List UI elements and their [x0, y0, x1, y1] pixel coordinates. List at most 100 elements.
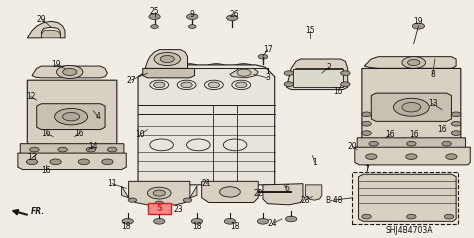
- Text: 13: 13: [428, 99, 438, 108]
- Text: 11: 11: [108, 179, 117, 188]
- Circle shape: [408, 60, 420, 66]
- Polygon shape: [190, 186, 197, 198]
- Circle shape: [154, 52, 181, 66]
- Polygon shape: [362, 69, 461, 140]
- Circle shape: [160, 55, 174, 63]
- Text: 16: 16: [41, 166, 51, 175]
- Text: 26: 26: [230, 10, 239, 19]
- Circle shape: [78, 159, 90, 165]
- Text: 5: 5: [156, 204, 162, 213]
- Text: 1: 1: [312, 158, 317, 167]
- Circle shape: [407, 214, 416, 219]
- Circle shape: [412, 23, 425, 29]
- Circle shape: [402, 57, 426, 69]
- Text: 15: 15: [305, 26, 315, 35]
- Text: SHJ4B4703A: SHJ4B4703A: [385, 226, 433, 235]
- Circle shape: [341, 82, 350, 87]
- Circle shape: [183, 198, 192, 202]
- Polygon shape: [371, 93, 451, 121]
- Circle shape: [258, 54, 268, 59]
- Circle shape: [444, 214, 454, 219]
- Circle shape: [402, 103, 421, 112]
- Text: 9: 9: [190, 10, 195, 19]
- Circle shape: [86, 147, 96, 152]
- Circle shape: [181, 82, 192, 88]
- Polygon shape: [138, 65, 275, 185]
- Polygon shape: [20, 144, 124, 155]
- Circle shape: [55, 109, 88, 125]
- Circle shape: [442, 141, 451, 146]
- Polygon shape: [296, 69, 343, 87]
- Circle shape: [27, 159, 37, 165]
- Circle shape: [362, 131, 371, 135]
- Polygon shape: [364, 57, 456, 69]
- Polygon shape: [27, 21, 65, 38]
- Text: 10: 10: [136, 130, 145, 139]
- Circle shape: [155, 201, 164, 205]
- Circle shape: [407, 141, 416, 146]
- Circle shape: [257, 218, 269, 224]
- Circle shape: [237, 69, 251, 76]
- Text: 29: 29: [36, 15, 46, 24]
- Text: 15: 15: [334, 87, 343, 96]
- Polygon shape: [41, 30, 60, 38]
- Circle shape: [122, 218, 133, 224]
- Text: 12: 12: [26, 92, 36, 101]
- Circle shape: [219, 187, 240, 197]
- Text: 2: 2: [327, 63, 331, 72]
- Text: 16: 16: [409, 130, 419, 139]
- Circle shape: [63, 112, 80, 121]
- Circle shape: [154, 82, 165, 88]
- Circle shape: [58, 147, 67, 152]
- Circle shape: [224, 218, 236, 224]
- Text: B-48: B-48: [325, 196, 342, 205]
- Polygon shape: [357, 138, 465, 149]
- Circle shape: [284, 82, 293, 87]
- Circle shape: [451, 121, 461, 126]
- Text: 8: 8: [430, 70, 435, 79]
- Circle shape: [236, 82, 247, 88]
- Polygon shape: [32, 66, 108, 78]
- Text: 16: 16: [385, 130, 395, 139]
- Text: 16: 16: [74, 129, 84, 138]
- Circle shape: [362, 112, 371, 117]
- Circle shape: [56, 65, 83, 79]
- Polygon shape: [358, 174, 456, 221]
- Polygon shape: [36, 104, 105, 129]
- Circle shape: [50, 159, 61, 165]
- Circle shape: [362, 121, 371, 126]
- Polygon shape: [143, 69, 195, 78]
- Text: 14: 14: [89, 142, 98, 151]
- Text: 3: 3: [265, 73, 270, 82]
- Circle shape: [369, 141, 378, 146]
- Circle shape: [154, 218, 165, 224]
- Circle shape: [393, 98, 429, 116]
- Polygon shape: [355, 147, 470, 165]
- Circle shape: [108, 147, 117, 152]
- Circle shape: [102, 159, 113, 165]
- Bar: [292, 69, 343, 87]
- Polygon shape: [230, 69, 258, 78]
- Text: 19: 19: [414, 17, 423, 26]
- Circle shape: [30, 147, 39, 152]
- Text: 20: 20: [347, 142, 357, 151]
- Text: 17: 17: [263, 45, 273, 54]
- Circle shape: [128, 198, 137, 202]
- Polygon shape: [18, 153, 126, 169]
- Circle shape: [149, 14, 160, 20]
- Circle shape: [189, 25, 196, 28]
- Text: 28: 28: [301, 196, 310, 205]
- Circle shape: [153, 190, 165, 196]
- Text: 23: 23: [173, 205, 183, 214]
- Circle shape: [362, 214, 371, 219]
- Polygon shape: [263, 184, 303, 205]
- Circle shape: [446, 154, 457, 159]
- Text: 4: 4: [96, 112, 100, 121]
- Text: 18: 18: [230, 222, 239, 231]
- Text: 27: 27: [126, 76, 136, 85]
- FancyBboxPatch shape: [148, 203, 171, 214]
- Text: 25: 25: [150, 7, 159, 16]
- Text: 19: 19: [51, 60, 60, 69]
- Text: 18: 18: [121, 222, 131, 231]
- Text: 16: 16: [437, 125, 447, 134]
